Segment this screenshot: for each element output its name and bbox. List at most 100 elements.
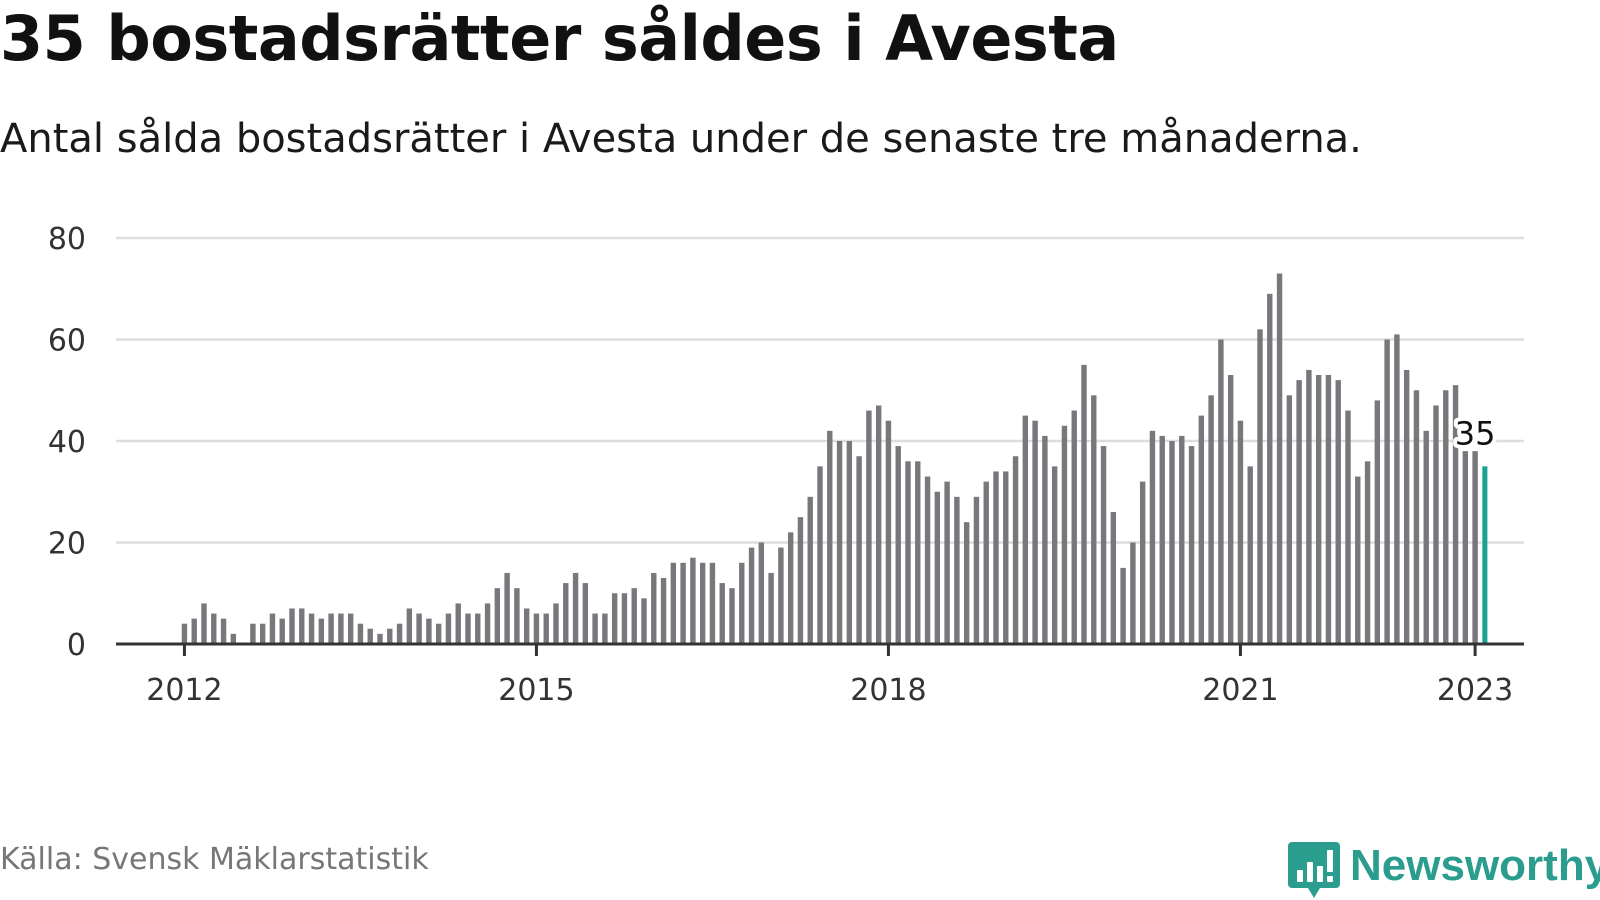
bar: [778, 547, 784, 644]
bar: [494, 588, 501, 644]
brand-logo[interactable]: Newsworthy: [1288, 840, 1600, 900]
bar: [1227, 375, 1234, 644]
bar: [983, 481, 989, 644]
bar: [1413, 390, 1420, 644]
bar: [523, 608, 530, 644]
bar: [563, 583, 569, 644]
bar: [396, 623, 403, 644]
bar: [592, 613, 598, 644]
bar: [768, 572, 774, 644]
bar: [504, 572, 510, 644]
y-axis-ticks: 0 20 40 60 80: [48, 222, 86, 663]
bar: [954, 496, 960, 644]
bar: [1267, 293, 1273, 644]
bar: [377, 633, 383, 644]
bar: [582, 583, 589, 644]
bar: [1179, 435, 1185, 644]
data-label: 35: [1455, 414, 1496, 452]
bar: [895, 446, 901, 644]
bar: [787, 532, 794, 644]
bar: [1462, 451, 1469, 644]
bar: [367, 628, 373, 644]
bar: [1032, 420, 1038, 644]
bar: [1364, 461, 1371, 644]
bar: [211, 613, 217, 644]
bars: [181, 273, 1488, 644]
bar: [543, 613, 549, 644]
x-axis-ticks: 2012 2015 2018 2021 2023: [146, 644, 1513, 708]
bar: [1443, 390, 1449, 644]
brand-name: Newsworthy: [1350, 841, 1600, 890]
bar: [934, 491, 941, 644]
bar: [944, 481, 950, 644]
bar: [308, 613, 315, 644]
bar: [885, 420, 892, 644]
bar: [1306, 369, 1312, 644]
x-tick-label: 2021: [1202, 673, 1278, 708]
bar: [1130, 542, 1136, 644]
bar: [1003, 471, 1009, 644]
bar: [484, 603, 491, 644]
bar: [611, 593, 618, 644]
bar: [357, 623, 364, 644]
bar: [1247, 466, 1253, 644]
bar: [719, 583, 725, 644]
bar: [1335, 380, 1341, 644]
bar: [1452, 385, 1459, 644]
bar: [875, 405, 882, 644]
chart-title: 35 bostadsrätter såldes i Avesta: [0, 2, 1119, 75]
bar: [1051, 466, 1058, 644]
bar: [250, 623, 256, 644]
bar: [230, 633, 237, 644]
bar: [1433, 405, 1439, 644]
bar: [680, 562, 686, 644]
bar: [709, 562, 716, 644]
y-tick-label: 60: [48, 324, 86, 359]
bar: [846, 441, 853, 644]
bar: [836, 441, 843, 644]
bar: [602, 613, 608, 644]
bar: [1042, 435, 1048, 644]
bar: [328, 613, 334, 644]
bar: [269, 613, 276, 644]
bar: [1384, 339, 1390, 644]
bar: [670, 562, 677, 644]
bar: [201, 603, 207, 644]
x-tick-label: 2023: [1437, 673, 1513, 708]
bar: [259, 623, 266, 644]
bar: [817, 466, 823, 644]
x-tick-label: 2018: [850, 673, 926, 708]
bar: [1110, 512, 1117, 644]
x-tick-label: 2015: [498, 673, 574, 708]
y-tick-label: 40: [48, 425, 86, 460]
bar: [406, 608, 413, 644]
bar: [973, 496, 980, 644]
bar: [191, 618, 197, 644]
bar: [621, 593, 628, 644]
bar: [514, 588, 520, 644]
x-tick-label: 2012: [146, 673, 222, 708]
bar: [641, 598, 647, 644]
bar: [739, 562, 745, 644]
bar: [699, 562, 706, 644]
bar: [631, 588, 637, 644]
bar: [455, 603, 461, 644]
newsworthy-bar-chart-icon: [1288, 842, 1340, 898]
y-tick-label: 20: [48, 527, 86, 562]
bar: [807, 496, 813, 644]
bar: [1091, 395, 1097, 644]
bar: [289, 608, 295, 644]
bar: [572, 572, 579, 644]
bar: [1355, 476, 1361, 644]
bar: [1325, 375, 1332, 644]
bar: [1237, 420, 1244, 644]
bar: [299, 608, 305, 644]
bar: [1012, 456, 1019, 644]
bar: [915, 461, 921, 644]
bar: [1286, 395, 1293, 644]
bar: [279, 618, 285, 644]
bar: [1296, 380, 1302, 644]
bar: [866, 410, 872, 644]
bar: [445, 613, 452, 644]
bar: [963, 522, 970, 644]
